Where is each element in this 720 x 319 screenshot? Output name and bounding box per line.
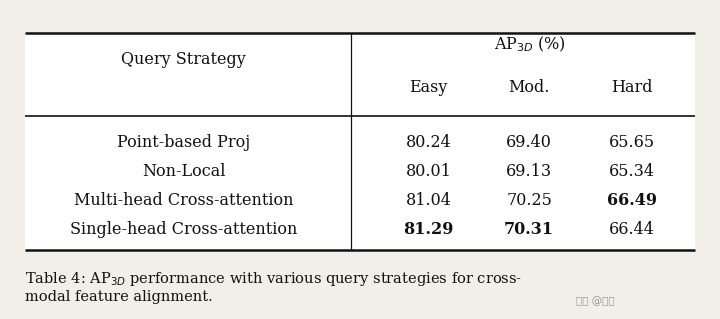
Text: 69.40: 69.40	[506, 134, 552, 151]
Text: Table 4: AP$_{3D}$ performance with various query strategies for cross-
modal fe: Table 4: AP$_{3D}$ performance with vari…	[25, 270, 522, 304]
Text: 65.34: 65.34	[609, 163, 655, 180]
Text: Point-based Proj: Point-based Proj	[117, 134, 251, 151]
Text: 66.44: 66.44	[609, 221, 655, 238]
Text: Single-head Cross-attention: Single-head Cross-attention	[70, 221, 297, 238]
Text: 65.65: 65.65	[609, 134, 655, 151]
Text: 66.49: 66.49	[607, 192, 657, 209]
Text: Easy: Easy	[409, 79, 448, 96]
Text: 80.24: 80.24	[405, 134, 451, 151]
Text: 81.29: 81.29	[403, 221, 454, 238]
Text: 69.13: 69.13	[506, 163, 552, 180]
Bar	[25, 33, 695, 250]
Text: Hard: Hard	[611, 79, 653, 96]
Text: AP$_{3D}$ (%): AP$_{3D}$ (%)	[495, 35, 566, 54]
Text: 70.31: 70.31	[504, 221, 554, 238]
Text: Query Strategy: Query Strategy	[121, 50, 246, 68]
Text: Mod.: Mod.	[508, 79, 550, 96]
Text: 知乎 @黄沿: 知乎 @黄沿	[576, 296, 615, 307]
Text: Non-Local: Non-Local	[142, 163, 225, 180]
Text: 80.01: 80.01	[405, 163, 451, 180]
Text: 70.25: 70.25	[506, 192, 552, 209]
Text: Multi-head Cross-attention: Multi-head Cross-attention	[74, 192, 293, 209]
Text: 81.04: 81.04	[405, 192, 451, 209]
